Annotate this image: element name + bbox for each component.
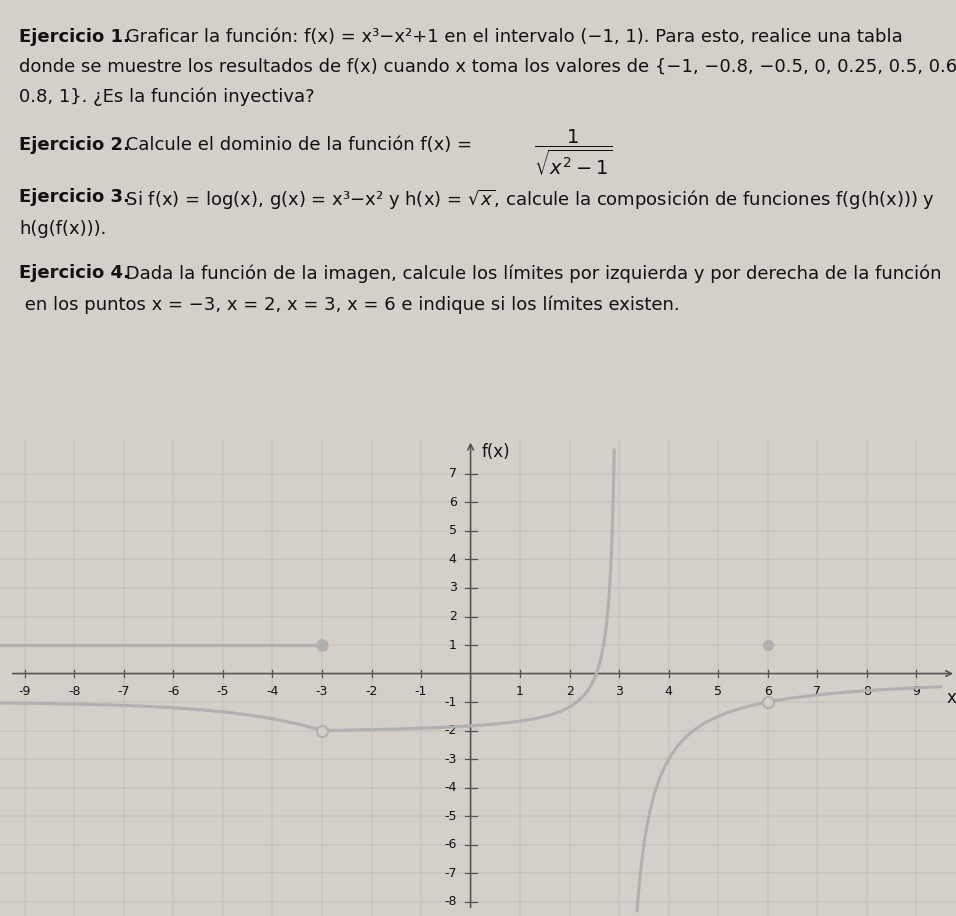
Text: -9: -9 [18, 685, 31, 698]
Text: -3: -3 [445, 753, 457, 766]
Text: 4: 4 [664, 685, 673, 698]
Text: $\dfrac{1}{\sqrt{x^2-1}}$: $\dfrac{1}{\sqrt{x^2-1}}$ [534, 127, 613, 177]
Text: donde se muestre los resultados de f(x) cuando x toma los valores de {−1, −0.8, : donde se muestre los resultados de f(x) … [19, 58, 956, 76]
Text: Calcule el dominio de la función f(x) =: Calcule el dominio de la función f(x) = [120, 136, 478, 154]
Text: -6: -6 [445, 838, 457, 851]
Text: -5: -5 [217, 685, 229, 698]
Text: -7: -7 [118, 685, 130, 698]
Text: 6: 6 [448, 496, 457, 509]
Text: 3: 3 [448, 582, 457, 594]
Text: Ejercicio 3.: Ejercicio 3. [19, 189, 130, 206]
Text: -3: -3 [315, 685, 328, 698]
Text: -7: -7 [445, 867, 457, 879]
Text: Ejercicio 2.: Ejercicio 2. [19, 136, 130, 154]
Text: -1: -1 [415, 685, 427, 698]
Text: -4: -4 [445, 781, 457, 794]
Text: 2: 2 [566, 685, 574, 698]
Text: 7: 7 [814, 685, 821, 698]
Text: -8: -8 [68, 685, 80, 698]
Text: -5: -5 [445, 810, 457, 823]
Text: 6: 6 [764, 685, 771, 698]
Text: 1: 1 [516, 685, 524, 698]
Text: 5: 5 [448, 525, 457, 538]
Text: -1: -1 [445, 695, 457, 709]
Text: Graficar la función: f(x) = x³−x²+1 en el intervalo (−1, 1). Para esto, realice : Graficar la función: f(x) = x³−x²+1 en e… [120, 28, 902, 46]
Text: 9: 9 [912, 685, 921, 698]
Text: 5: 5 [714, 685, 722, 698]
Text: Dada la función de la imagen, calcule los límites por izquierda y por derecha de: Dada la función de la imagen, calcule lo… [120, 264, 942, 282]
Text: Ejercicio 4.: Ejercicio 4. [19, 264, 130, 282]
Text: en los puntos x = −3, x = 2, x = 3, x = 6 e indique si los límites existen.: en los puntos x = −3, x = 2, x = 3, x = … [19, 296, 680, 314]
Text: Si f(x) = log(x), g(x) = x³−x² y h(x) = $\sqrt{x}$, calcule la composición de fu: Si f(x) = log(x), g(x) = x³−x² y h(x) = … [120, 189, 935, 213]
Text: 8: 8 [863, 685, 871, 698]
Text: -2: -2 [445, 725, 457, 737]
Text: 2: 2 [448, 610, 457, 623]
Text: 3: 3 [616, 685, 623, 698]
Text: 0.8, 1}. ¿Es la función inyectiva?: 0.8, 1}. ¿Es la función inyectiva? [19, 87, 315, 105]
Text: x: x [946, 689, 956, 707]
Text: -6: -6 [167, 685, 180, 698]
Text: -8: -8 [445, 895, 457, 909]
Text: 7: 7 [448, 467, 457, 480]
Text: Ejercicio 1.: Ejercicio 1. [19, 28, 130, 46]
Text: -4: -4 [267, 685, 278, 698]
Text: 4: 4 [448, 553, 457, 566]
Text: f(x): f(x) [482, 442, 511, 461]
Text: h(g(f(x))).: h(g(f(x))). [19, 220, 106, 238]
Text: -2: -2 [365, 685, 378, 698]
Text: 1: 1 [448, 638, 457, 651]
